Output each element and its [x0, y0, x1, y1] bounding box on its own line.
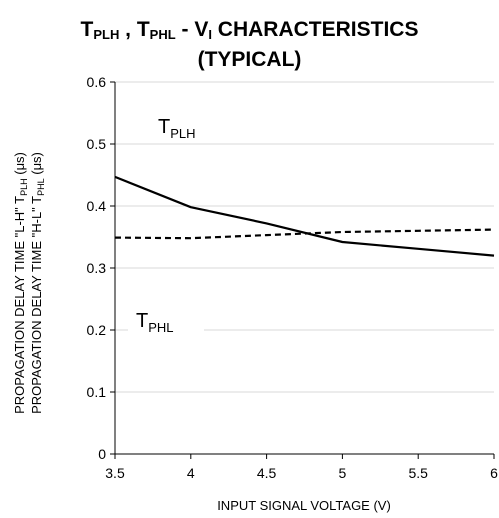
x-tick-label: 5 — [339, 465, 347, 481]
x-tick-label: 5.5 — [408, 465, 428, 481]
y-tick-label: 0 — [98, 446, 106, 462]
title-part: T — [80, 18, 94, 41]
y-tick-label: 0.6 — [87, 74, 107, 90]
annotation-tphl-sub: PHL — [148, 320, 173, 335]
chart-title-line-1: TPLH , TPHL - VI CHARACTERISTICS — [0, 18, 499, 42]
y-tick-label: 0.3 — [87, 260, 107, 276]
y-label-1-sub: PLH — [19, 178, 29, 196]
annotation-tphl-main: T — [136, 310, 148, 332]
y-axis-label-line-2: PROPAGATION DELAY TIME "H-L" TPHL (μs) — [29, 152, 46, 414]
series-lines — [114, 175, 495, 257]
annotation-tplh: TPLH — [158, 116, 196, 141]
y-tick-label: 0.2 — [87, 322, 107, 338]
title-part: , T — [119, 18, 150, 41]
title-part: - V — [175, 18, 209, 41]
x-tick-label: 6 — [490, 465, 498, 481]
y-tick-label: 0.4 — [87, 198, 107, 214]
annotation-tplh-main: T — [158, 116, 170, 138]
x-tick-label: 4 — [187, 465, 195, 481]
annotation-tphl: TPHL — [136, 310, 174, 335]
x-axis-label: INPUT SIGNAL VOLTAGE (V) — [217, 498, 391, 513]
y-label-1-unit: (μs) — [12, 152, 27, 178]
annotation-tphl-background — [128, 300, 204, 342]
title-part-sub: I — [208, 27, 212, 42]
chart-title-line-2: (TYPICAL) — [197, 48, 302, 71]
x-tick-label: 4.5 — [257, 465, 277, 481]
x-tick-label: 3.5 — [105, 465, 125, 481]
y-label-2-main: PROPAGATION DELAY TIME "H-L" T — [29, 196, 44, 414]
series-line-t-phl — [114, 228, 495, 240]
y-label-2-sub: PHL — [36, 178, 46, 196]
title-part-sub: PLH — [93, 27, 120, 42]
annotation-tplh-sub: PLH — [170, 126, 195, 141]
axes — [110, 81, 495, 459]
tick-labels: 0 0.1 0.2 0.3 0.4 0.5 0.6 3.5 4 4.5 5 5.5 6 — [87, 74, 499, 481]
y-axis-label-line-1: PROPAGATION DELAY TIME "L-H" TPLH (μs) — [12, 152, 29, 414]
y-label-1-main: PROPAGATION DELAY TIME "L-H" T — [12, 196, 27, 414]
y-tick-label: 0.5 — [87, 136, 107, 152]
title-part: CHARACTERISTICS — [211, 18, 419, 41]
title-part-sub: PHL — [149, 27, 176, 42]
y-tick-label: 0.1 — [87, 384, 107, 400]
y-label-2-unit: (μs) — [29, 152, 44, 178]
series-line-t-plh — [114, 175, 495, 257]
